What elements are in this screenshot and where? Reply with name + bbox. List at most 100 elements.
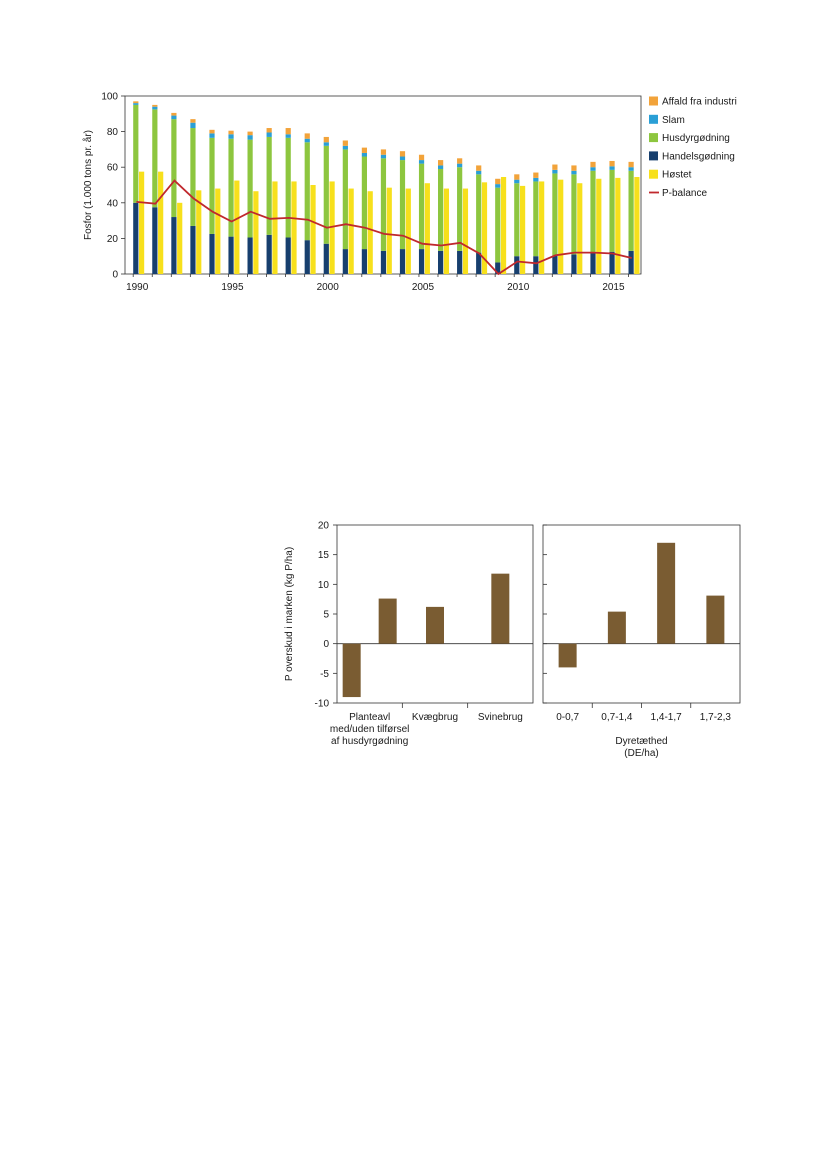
category-label: 0,7-1,4 — [601, 712, 633, 723]
y-tick-label: 0 — [323, 639, 329, 650]
bar-hostet — [177, 202, 183, 274]
bar-husdyr — [323, 145, 329, 244]
bar-handels — [609, 251, 615, 274]
bar-affald — [495, 178, 501, 185]
bar-husdyr — [247, 139, 253, 238]
bar-handels — [361, 249, 367, 274]
category-label: Svinebrug — [478, 712, 523, 723]
bar-handels — [457, 250, 463, 274]
bar-handels — [209, 233, 215, 274]
legend-label-slam: Slam — [662, 115, 685, 126]
x-axis-label: Dyretæthed — [615, 736, 667, 747]
y-axis-label: P overskud i marken (kg P/ha) — [284, 547, 295, 681]
bar-slam — [361, 152, 367, 157]
bar — [657, 542, 676, 644]
bar-husdyr — [228, 138, 234, 237]
bar-affald — [380, 149, 387, 155]
legend-label-pbalance: P-balance — [662, 188, 707, 199]
bar-slam — [552, 169, 558, 174]
bar-husdyr — [438, 168, 444, 251]
bar-handels — [190, 225, 196, 274]
bar-husdyr — [514, 183, 520, 257]
y-tick-label: 40 — [107, 198, 119, 209]
bar-slam — [228, 134, 234, 139]
bar-hostet — [462, 188, 469, 274]
bar-affald — [323, 136, 329, 143]
bar-hostet — [577, 183, 583, 274]
bar — [426, 606, 444, 644]
bar — [558, 643, 577, 668]
y-tick-label: 20 — [107, 234, 119, 245]
bar-affald — [418, 154, 425, 161]
legend-swatch-handels — [649, 151, 658, 161]
bar-husdyr — [304, 142, 310, 241]
bar-slam — [380, 154, 387, 159]
bar-handels — [152, 207, 158, 274]
bar-affald — [590, 161, 596, 168]
bar-husdyr — [152, 109, 158, 208]
bar-affald — [190, 119, 196, 123]
bar-handels — [590, 252, 596, 274]
bar-husdyr — [209, 137, 215, 234]
bar-hostet — [215, 188, 221, 274]
y-tick-label: -10 — [315, 699, 330, 710]
x-tick-label: 2000 — [317, 282, 340, 293]
bar-affald — [476, 165, 482, 171]
bar-affald — [228, 130, 234, 135]
bar-husdyr — [418, 163, 425, 250]
x-tick-label: 1990 — [126, 282, 149, 293]
bar-hostet — [405, 188, 411, 274]
bar-hostet — [139, 171, 145, 274]
y-tick-label: 80 — [107, 127, 119, 138]
bar-affald — [133, 101, 139, 104]
bar-hostet — [386, 187, 392, 274]
phosphorus-balance-chart: 0 20 40 60 80 100 1990 1995 2000 2005 2010 2015 Fosf… — [82, 92, 737, 294]
bar-slam — [342, 145, 348, 150]
bar-husdyr — [171, 119, 177, 218]
line-pbalance — [136, 179, 632, 276]
bar-husdyr — [609, 169, 615, 252]
bar-handels — [438, 250, 444, 274]
bar-slam — [399, 156, 406, 161]
legend-label-husdyr: Husdyrgødning — [662, 133, 730, 144]
bar-slam — [533, 177, 539, 182]
bar-affald — [209, 129, 215, 134]
bar-husdyr — [476, 174, 482, 253]
category-label: med/uden tilførsel — [330, 724, 409, 735]
bar — [378, 598, 397, 644]
y-tick-label: 15 — [318, 550, 330, 561]
bar-hostet — [558, 179, 564, 274]
y-tick-label: 0 — [112, 270, 118, 281]
bar-hostet — [424, 183, 430, 274]
bar — [491, 573, 510, 644]
x-tick-label: 2015 — [602, 282, 625, 293]
bar-slam — [418, 160, 425, 164]
bar-husdyr — [361, 156, 367, 250]
bar-handels — [323, 243, 329, 274]
bar-handels — [552, 255, 558, 274]
bar-hostet — [272, 181, 278, 274]
bar-slam — [438, 165, 444, 169]
bar-slam — [495, 184, 501, 188]
bar-hostet — [596, 178, 602, 274]
bar-handels — [247, 237, 253, 274]
legend-label-handels: Handelsgødning — [662, 151, 735, 162]
bar — [706, 595, 725, 644]
bar-handels — [133, 202, 139, 274]
legend-swatch-slam — [649, 114, 658, 124]
y-tick-label: 20 — [318, 521, 330, 532]
bar-slam — [514, 179, 520, 184]
bar-handels — [380, 250, 387, 274]
bar-hostet — [348, 188, 354, 274]
bar-slam — [209, 133, 215, 138]
bar-affald — [628, 161, 634, 168]
bar-affald — [361, 147, 367, 153]
bar-hostet — [367, 191, 373, 274]
bar-affald — [342, 140, 348, 146]
bar — [342, 643, 361, 698]
bar-hostet — [310, 185, 316, 274]
bar-slam — [266, 132, 272, 137]
bar-hostet — [500, 176, 507, 274]
bar-handels — [171, 217, 177, 274]
bar-handels — [399, 249, 406, 274]
